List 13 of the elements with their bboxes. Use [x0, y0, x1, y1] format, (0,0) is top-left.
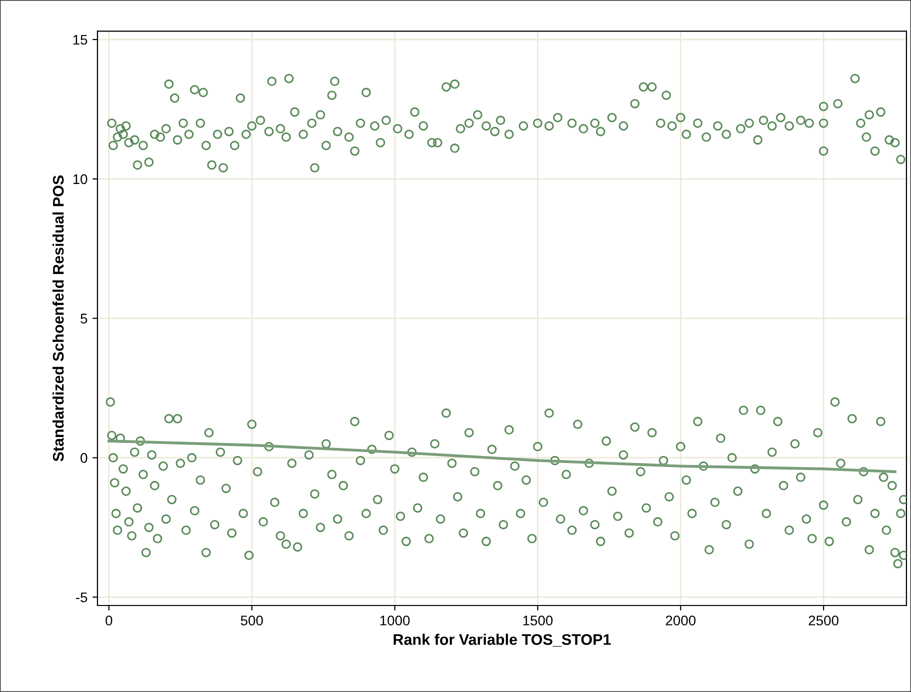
y-axis-title: Standardized Schoenfeld Residual POS: [52, 175, 64, 462]
y-tick-label: -5: [76, 592, 88, 602]
x-axis-title: Rank for Variable TOS_STOP1: [394, 634, 611, 647]
x-tick-label: 500: [240, 616, 263, 626]
x-tick-label: 2000: [666, 616, 696, 626]
x-tick-label: 1000: [380, 616, 410, 626]
y-tick-label: 10: [73, 174, 88, 184]
y-tick-label: 15: [73, 34, 88, 45]
x-tick-label: 0: [106, 616, 112, 626]
y-tick-label: 5: [80, 314, 88, 324]
x-tick-label: 2500: [808, 616, 838, 626]
y-tick-label: 0: [80, 453, 88, 463]
x-tick-label: 1500: [523, 616, 553, 626]
